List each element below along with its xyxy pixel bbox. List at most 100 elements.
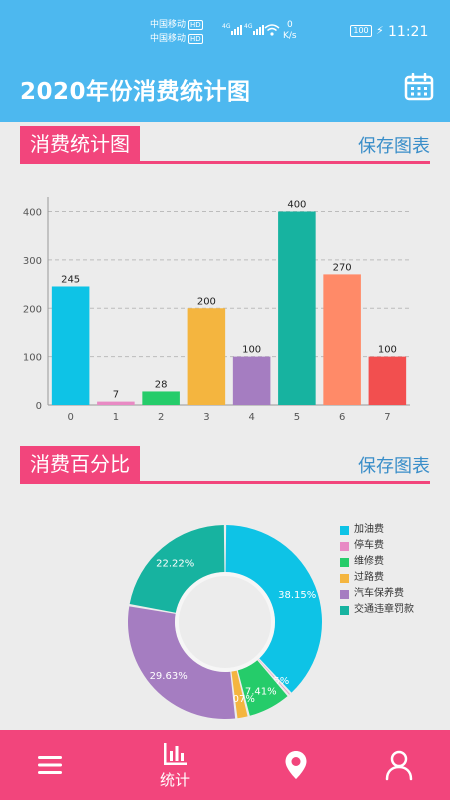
signal-icon: 4G bbox=[222, 23, 242, 35]
x-tick-label: 6 bbox=[339, 412, 345, 423]
x-tick-label: 5 bbox=[294, 412, 300, 423]
bar-value-label: 28 bbox=[155, 379, 168, 390]
legend-swatch bbox=[340, 605, 349, 615]
svg-text:4G: 4G bbox=[222, 23, 231, 30]
slice-percent-label: 7.41% bbox=[245, 687, 277, 698]
nav-statistics[interactable]: 统计 bbox=[150, 730, 200, 800]
legend-item: 停车费 bbox=[340, 538, 414, 554]
bar bbox=[323, 274, 361, 405]
bar-chart-svg: 0 100 200 300 400 245 0 7 1 28 2 200 3 100 4 400 5 270 6 10… bbox=[23, 197, 410, 423]
x-tick-label: 7 bbox=[384, 412, 390, 423]
hd-badge: HD bbox=[188, 20, 203, 30]
y-tick-label: 400 bbox=[23, 208, 42, 219]
chart-legend: 加油费停车费维修费过路费汽车保养费交通违章罚款 bbox=[340, 522, 414, 618]
legend-label: 维修费 bbox=[354, 556, 384, 567]
donut-slice bbox=[129, 525, 225, 613]
section-title: 消费统计图 bbox=[20, 126, 140, 162]
menu-icon bbox=[38, 756, 62, 774]
bar-value-label: 100 bbox=[378, 345, 397, 356]
legend-item: 汽车保养费 bbox=[340, 586, 414, 602]
donut-slice bbox=[128, 606, 236, 719]
legend-item: 维修费 bbox=[340, 554, 414, 570]
wifi-icon bbox=[264, 24, 280, 36]
legend-swatch bbox=[340, 557, 349, 567]
section-divider bbox=[20, 481, 430, 484]
legend-label: 过路费 bbox=[354, 572, 384, 583]
bar bbox=[51, 286, 90, 405]
charging-icon: ⚡ bbox=[376, 24, 384, 37]
x-tick-label: 1 bbox=[113, 412, 119, 423]
bar bbox=[278, 211, 316, 405]
signal-icon: 4G bbox=[244, 23, 264, 35]
bar bbox=[142, 391, 180, 405]
carrier-info: 中国移动 HD 中国移动 HD bbox=[150, 18, 203, 46]
bar-chart-icon bbox=[164, 742, 187, 765]
bar-value-label: 245 bbox=[61, 274, 80, 285]
page-title: 2020年份消费统计图 bbox=[20, 79, 251, 105]
y-tick-label: 200 bbox=[23, 304, 42, 315]
bar-value-label: 400 bbox=[287, 200, 306, 211]
legend-swatch bbox=[340, 573, 349, 583]
network-speed: 0 K/s bbox=[283, 20, 297, 41]
slice-percent-label: 38.15% bbox=[278, 590, 316, 601]
legend-item: 加油费 bbox=[340, 522, 414, 538]
hd-badge: HD bbox=[188, 34, 203, 44]
donut-slice bbox=[225, 525, 322, 693]
bar bbox=[97, 401, 135, 405]
y-tick-label: 300 bbox=[23, 256, 42, 267]
bar-value-label: 270 bbox=[333, 262, 352, 273]
section-title: 消费百分比 bbox=[20, 446, 140, 482]
donut-chart-svg: 38.15% 0.5%7.41%2.07% 29.63% 22.22% bbox=[128, 525, 322, 719]
battery-indicator: 100 bbox=[350, 25, 372, 37]
svg-text:4G: 4G bbox=[244, 23, 253, 30]
donut-slice bbox=[231, 670, 248, 719]
carrier-label: 中国移动 bbox=[150, 34, 187, 44]
legend-label: 交通违章罚款 bbox=[354, 604, 414, 615]
x-tick-label: 2 bbox=[158, 412, 164, 423]
bar-value-label: 7 bbox=[113, 390, 119, 401]
carrier-label: 中国移动 bbox=[150, 20, 187, 30]
legend-label: 停车费 bbox=[354, 540, 384, 551]
legend-swatch bbox=[340, 525, 349, 535]
donut-inner-ring bbox=[175, 572, 275, 672]
bar-chart-section-header: 消费统计图 保存图表 bbox=[20, 126, 430, 164]
nav-location[interactable] bbox=[280, 730, 312, 800]
save-chart-button[interactable]: 保存图表 bbox=[358, 136, 430, 157]
slice-percent-label: 29.63% bbox=[150, 671, 188, 682]
bar bbox=[232, 356, 271, 405]
slice-percent-label: 22.22% bbox=[156, 559, 194, 570]
x-tick-label: 4 bbox=[248, 412, 254, 423]
nav-menu[interactable] bbox=[30, 730, 70, 800]
legend-swatch bbox=[340, 541, 349, 551]
slice-percent-label: 0.5% bbox=[264, 676, 289, 687]
status-bar: 中国移动 HD 中国移动 HD 4G 4G 0 K/s 100 ⚡ 11:21 bbox=[0, 0, 450, 64]
section-divider bbox=[20, 161, 430, 164]
user-icon bbox=[385, 750, 413, 781]
donut-chart: 38.15% 0.5% 7.41% 2.07% 29.63% 22.22% bbox=[0, 500, 450, 730]
donut-slice bbox=[258, 659, 290, 695]
bottom-nav: 统计 bbox=[0, 730, 450, 800]
y-tick-label: 100 bbox=[23, 353, 42, 364]
legend-item: 交通违章罚款 bbox=[340, 602, 414, 618]
legend-label: 加油费 bbox=[354, 524, 384, 535]
location-pin-icon bbox=[285, 751, 307, 779]
slice-percent-label: 2.07% bbox=[223, 694, 255, 705]
x-tick-label: 0 bbox=[67, 412, 73, 423]
pie-chart-section-header: 消费百分比 保存图表 bbox=[20, 446, 430, 484]
bar-value-label: 200 bbox=[197, 296, 216, 307]
nav-label: 统计 bbox=[159, 770, 190, 789]
bar bbox=[368, 356, 407, 405]
x-tick-label: 3 bbox=[203, 412, 209, 423]
clock: 11:21 bbox=[388, 24, 429, 40]
calendar-icon[interactable] bbox=[404, 73, 434, 101]
save-chart-button[interactable]: 保存图表 bbox=[358, 456, 430, 477]
nav-profile[interactable] bbox=[382, 730, 416, 800]
app-header: 中国移动 HD 中国移动 HD 4G 4G 0 K/s 100 ⚡ 11:21 20… bbox=[0, 0, 450, 122]
y-tick-label: 0 bbox=[36, 401, 42, 412]
bar-value-label: 100 bbox=[242, 345, 261, 356]
bar bbox=[187, 308, 226, 405]
donut-slice bbox=[237, 660, 288, 716]
legend-label: 汽车保养费 bbox=[354, 588, 404, 599]
legend-swatch bbox=[340, 589, 349, 599]
legend-item: 过路费 bbox=[340, 570, 414, 586]
